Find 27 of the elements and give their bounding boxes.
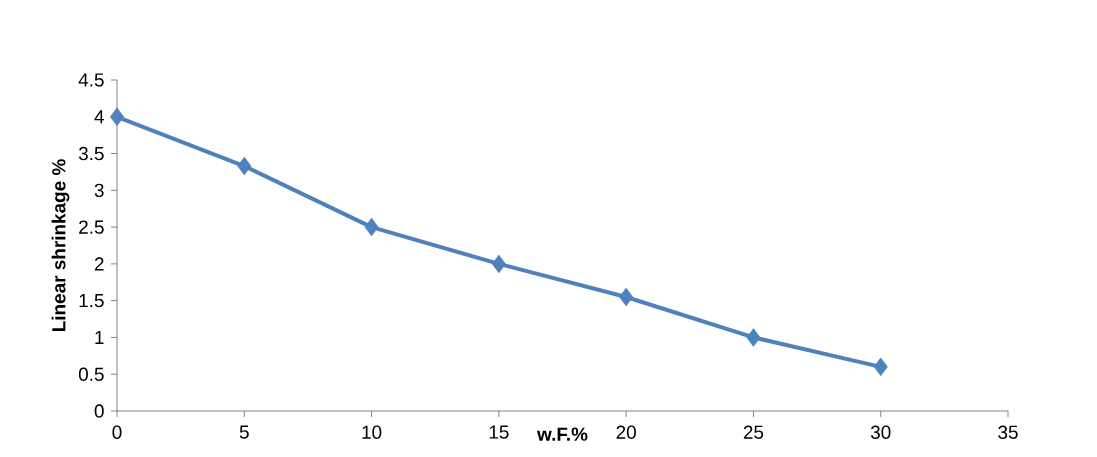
y-tick-label: 1.5 bbox=[79, 294, 104, 308]
x-tick-label: 30 bbox=[870, 425, 891, 439]
point bbox=[873, 357, 888, 377]
x-tick-label: 35 bbox=[998, 425, 1018, 439]
point bbox=[746, 328, 761, 347]
y-tick-label: 1 bbox=[95, 330, 104, 344]
y-axis-title: Linear shrinkage % bbox=[51, 159, 70, 332]
point bbox=[237, 156, 252, 176]
y-tick-label: 0.5 bbox=[78, 367, 104, 381]
point bbox=[110, 107, 124, 127]
y-tick-label: 0 bbox=[94, 404, 104, 418]
y-tick-label: 3 bbox=[94, 183, 104, 198]
x-tick-label: 5 bbox=[239, 425, 249, 439]
y-tick-label: 2 bbox=[94, 257, 104, 271]
x-tick-label: 20 bbox=[616, 425, 636, 439]
x-tick-label: 10 bbox=[362, 425, 382, 439]
x-tick-label: 0 bbox=[112, 425, 122, 439]
x-axis-title: w.F.% bbox=[537, 427, 588, 441]
point bbox=[619, 287, 634, 307]
x-tick-label: 25 bbox=[743, 425, 764, 439]
y-tick-label: 3.5 bbox=[78, 146, 104, 161]
x-tick-label: 15 bbox=[489, 425, 509, 439]
y-tick-label: 4 bbox=[94, 110, 104, 124]
y-tick-label: 2.5 bbox=[79, 220, 104, 234]
point bbox=[491, 254, 506, 274]
y-tick-label: 4.5 bbox=[78, 73, 104, 87]
point bbox=[364, 217, 379, 237]
